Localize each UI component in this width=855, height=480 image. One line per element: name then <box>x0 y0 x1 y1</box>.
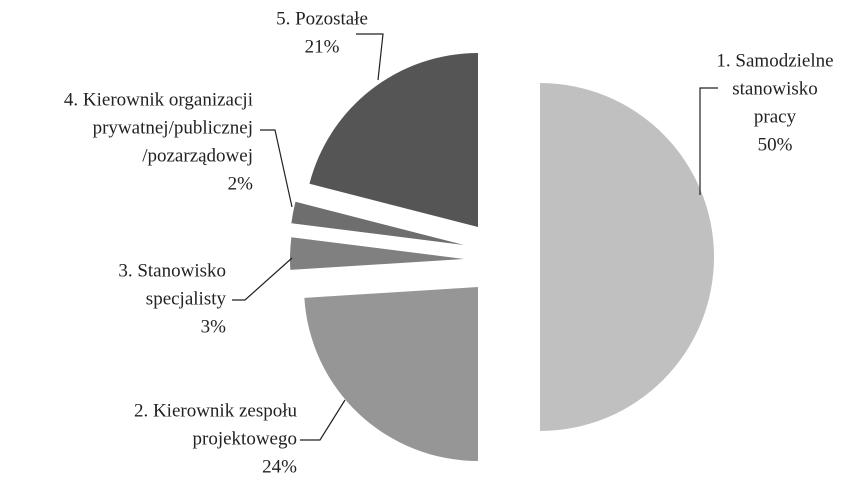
pie-slice <box>309 53 478 227</box>
slice-label: prywatnej/publicznej <box>93 117 253 138</box>
leader-line <box>356 33 384 81</box>
value-label: 2% <box>228 173 254 194</box>
pie-slice <box>291 201 464 245</box>
value-label: 24% <box>262 456 297 477</box>
pie-slice <box>540 83 714 431</box>
pie-slice <box>304 287 478 461</box>
leader-line <box>300 399 346 441</box>
slice-label: 4. Kierownik organizacji <box>64 89 253 110</box>
leader-line <box>232 257 293 301</box>
leader-line <box>260 129 293 208</box>
slice-label: 2. Kierownik zespołu <box>134 400 298 421</box>
slice-label: 3. Stanowisko <box>118 260 226 281</box>
value-label: 3% <box>201 316 227 337</box>
slice-label: 5. Pozostałe <box>276 8 368 29</box>
value-label: 21% <box>305 36 340 57</box>
slice-label: /pozarządowej <box>142 145 253 166</box>
value-label: 50% <box>758 134 793 155</box>
slice-label: pracy <box>754 106 797 127</box>
slice-label: stanowisko <box>732 78 818 99</box>
leader-line <box>699 87 718 195</box>
pie-slice <box>290 237 464 270</box>
slice-label: 1. Samodzielne <box>716 50 833 71</box>
slice-label: projektowego <box>193 428 297 449</box>
slice-label: specjalisty <box>146 288 227 309</box>
